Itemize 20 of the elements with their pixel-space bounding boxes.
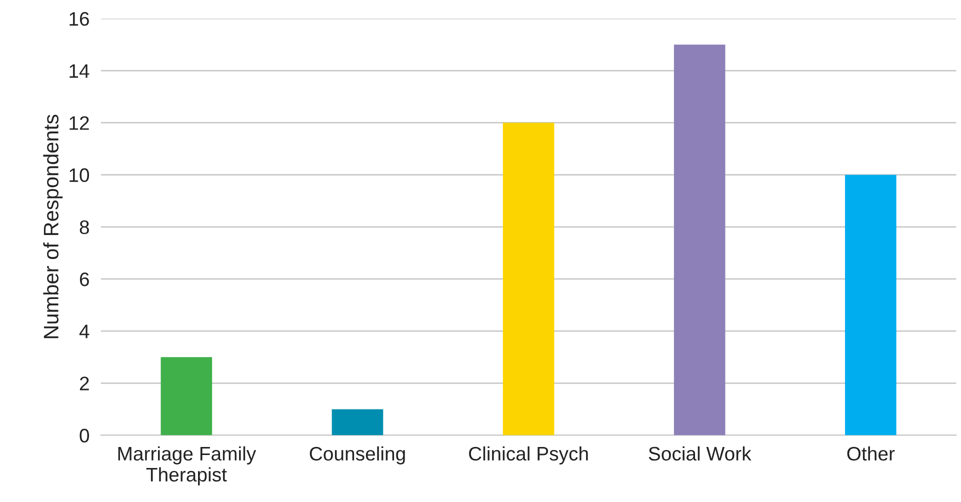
bar bbox=[674, 44, 726, 436]
x-tick-label: Other bbox=[847, 446, 895, 461]
y-tick-label: 0 bbox=[80, 428, 90, 442]
y-tick-label: 6 bbox=[80, 272, 89, 286]
x-tick-label: Clinical Psych bbox=[469, 446, 588, 464]
y-tick-label: 2 bbox=[80, 376, 89, 390]
bar bbox=[160, 357, 212, 436]
bar bbox=[332, 409, 384, 436]
y-tick-label: 8 bbox=[80, 220, 89, 234]
y-tick-label: 4 bbox=[79, 324, 90, 338]
y-axis-title: Number of Respondents bbox=[43, 114, 63, 338]
bar bbox=[502, 122, 554, 436]
y-tick-label: 14 bbox=[70, 64, 90, 78]
y-tick-label: 16 bbox=[70, 12, 89, 26]
bar bbox=[845, 174, 896, 436]
x-tick-label: Social Work bbox=[648, 446, 752, 461]
y-tick-label: 12 bbox=[70, 116, 89, 130]
x-tick-label: Counseling bbox=[310, 446, 405, 464]
x-tick-label: Marriage Family Therapist bbox=[118, 446, 256, 486]
y-tick-label: 10 bbox=[70, 168, 90, 182]
